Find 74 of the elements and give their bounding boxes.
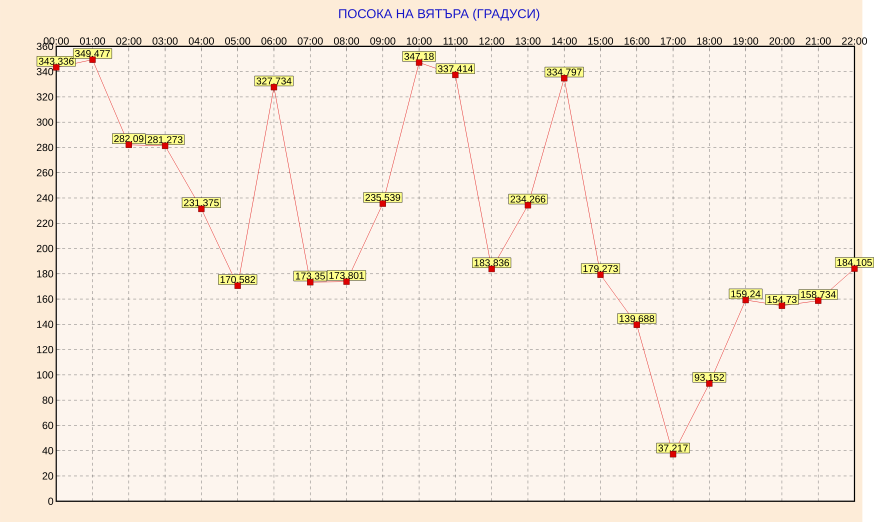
x-tick-label: 17:00 — [660, 37, 686, 45]
y-tick-label: 240 — [36, 194, 54, 202]
y-tick-label: 20 — [42, 472, 54, 480]
x-tick-label: 18:00 — [697, 37, 722, 45]
x-tick-label: 12:00 — [479, 37, 504, 45]
data-label: 37.217 — [658, 444, 688, 452]
x-tick-label: 10:00 — [406, 37, 432, 45]
data-label: 347.18 — [404, 52, 434, 60]
data-label: 337.414 — [438, 65, 473, 72]
data-label: 179.273 — [583, 265, 618, 272]
x-tick-label: 11:00 — [444, 37, 468, 45]
y-tick-label: 120 — [37, 346, 54, 354]
y-tick-label: 200 — [36, 244, 54, 252]
data-label: 235.539 — [365, 194, 400, 201]
point — [307, 279, 314, 286]
data-label: 154.73 — [768, 296, 797, 304]
data-label: 173.35 — [296, 272, 325, 280]
x-tick-label: 16:00 — [624, 37, 650, 45]
y-tick-label: 260 — [36, 169, 54, 176]
data-label: 170.582 — [220, 276, 256, 284]
y-tick-label: 220 — [36, 220, 54, 227]
x-tick-label: 15:00 — [588, 37, 614, 45]
data-label: 282.09 — [114, 135, 144, 142]
y-tick-label: 0 — [48, 498, 54, 505]
y-tick-label: 160 — [37, 295, 54, 303]
x-tick-label: 06:00 — [261, 37, 287, 45]
x-tick-label: 07:00 — [298, 37, 323, 45]
x-tick-label: 14:00 — [552, 37, 577, 45]
data-label: 93.152 — [694, 374, 724, 381]
x-tick-label: 08:00 — [334, 37, 360, 45]
y-tick-label: 100 — [37, 371, 54, 379]
y-tick-label: 340 — [36, 68, 54, 76]
data-label: 327.734 — [256, 78, 292, 84]
data-label: 158.734 — [801, 291, 836, 298]
y-tick-label: 280 — [36, 144, 54, 152]
x-tick-label: 03:00 — [152, 37, 178, 45]
x-tick-label: 21:00 — [806, 37, 831, 45]
y-tick-label: 80 — [42, 396, 54, 404]
x-tick-label: 20:00 — [769, 37, 794, 45]
data-label: 173.801 — [329, 272, 364, 279]
data-label: 281.273 — [148, 136, 183, 144]
data-label: 343.336 — [38, 58, 74, 65]
point — [815, 298, 822, 304]
y-tick-label: 320 — [36, 93, 54, 101]
data-label: 234.266 — [510, 196, 546, 203]
x-tick-label: 00:00 — [44, 37, 69, 45]
point — [234, 282, 241, 289]
x-tick-label: 01:00 — [80, 37, 106, 45]
data-label: 334.797 — [546, 68, 582, 76]
x-tick-label: 02:00 — [116, 37, 142, 45]
point — [778, 302, 786, 309]
data-label: 349.477 — [75, 50, 110, 58]
x-tick-label: 22:00 — [842, 37, 868, 45]
y-tick-label: 140 — [37, 320, 54, 328]
data-label: 139.688 — [620, 315, 654, 322]
data-label: 183.836 — [474, 259, 510, 266]
x-tick-label: 04:00 — [188, 37, 214, 45]
y-tick-label: 40 — [42, 447, 54, 454]
x-tick-label: 19:00 — [733, 37, 758, 45]
x-tick-label: 13:00 — [516, 37, 540, 45]
y-tick-label: 360 — [36, 42, 54, 50]
point — [89, 56, 96, 63]
data-label: 231.375 — [184, 199, 219, 206]
point — [597, 272, 604, 278]
point — [670, 451, 676, 458]
data-label: 159.24 — [731, 290, 760, 298]
point — [561, 75, 568, 82]
data-label: 184.105 — [837, 258, 872, 266]
y-tick-label: 180 — [37, 270, 54, 278]
x-tick-label: 05:00 — [225, 37, 250, 45]
y-tick-label: 60 — [42, 422, 54, 430]
x-tick-label: 09:00 — [370, 37, 396, 45]
chart-title: ПОСОКА НА ВЯТЪРА (ГРАДУСИ) — [339, 8, 540, 21]
y-tick-label: 300 — [36, 118, 54, 126]
